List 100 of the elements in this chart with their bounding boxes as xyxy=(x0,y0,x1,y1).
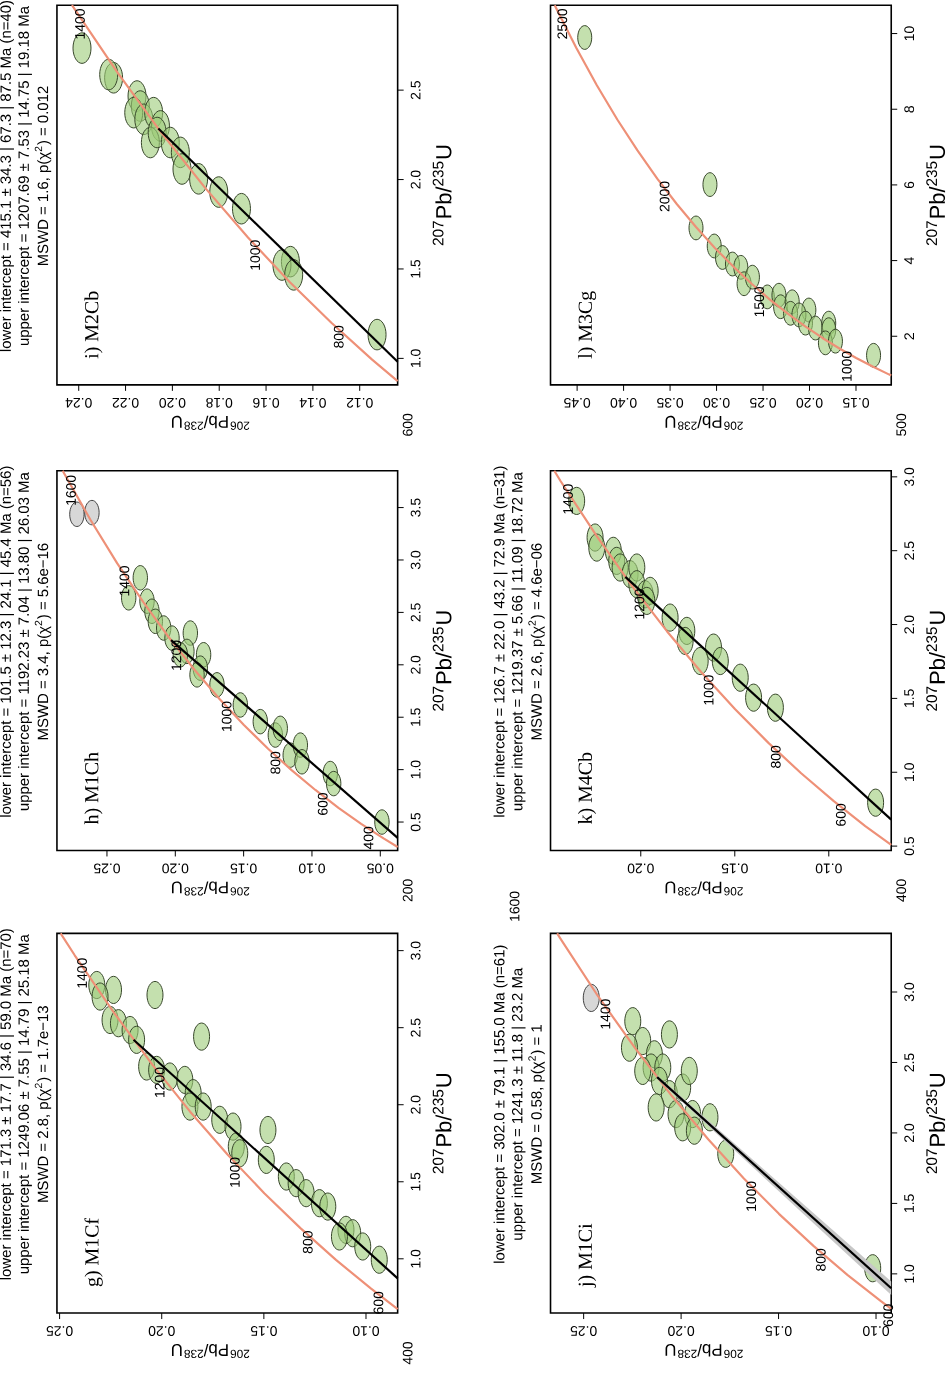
text: lower intercept = 171.3 ± 17.7 | 34.6 | 59.0 Ma (n=70) xyxy=(0,929,15,1280)
annotation: 1000 xyxy=(230,1157,240,1187)
y-tick-label: 3.0 xyxy=(410,941,421,960)
annotation: 600 xyxy=(883,1304,894,1327)
y-axis-title: $^{207}$Pb/$^{235}$U xyxy=(926,1074,946,1174)
text: 400 xyxy=(402,1341,413,1365)
x-tick-label: 0.25 xyxy=(46,1326,73,1336)
text: upper intercept = 1219.37 ± 5.66 | 11.09 | 18.72 Ma xyxy=(511,472,526,811)
x-tick-label: 0.15 xyxy=(251,1326,278,1336)
annotation: 800 xyxy=(302,1231,313,1254)
annotation: 1200 xyxy=(154,1067,165,1097)
annotation: 800 xyxy=(333,325,344,348)
y-tick-label: 1.5 xyxy=(410,1172,421,1191)
annotation: 600 xyxy=(836,803,846,826)
x-tick-label: 0.15 xyxy=(843,397,870,408)
x-tick-label: 0.25 xyxy=(750,397,777,408)
y-tick-label: 0.5 xyxy=(904,837,915,856)
x-tick-label: 0.12 xyxy=(346,397,373,408)
y-axis-title: $^{207}$Pb/$^{235}$U xyxy=(432,611,452,711)
text: upper intercept = 1207.69 ± 7.53 | 14.75 | 19.18 Ma xyxy=(18,6,33,346)
annotation: 1400 xyxy=(75,9,86,39)
line-series xyxy=(61,469,399,849)
y-tick-label: 1.5 xyxy=(904,1194,915,1213)
text: 200 xyxy=(402,879,413,902)
y-tick-label: 2 xyxy=(904,333,915,340)
x-tick-label: 0.10 xyxy=(863,1326,890,1336)
annotation: 600 xyxy=(373,1291,384,1314)
y-tick-label: 2.5 xyxy=(904,541,915,560)
y-tick-label: 2.0 xyxy=(410,170,421,189)
y-tick-label: 3.5 xyxy=(410,498,421,517)
text: i) M2Cb xyxy=(84,291,103,359)
text: j) M1Ci xyxy=(578,1223,597,1288)
annotation: 1400 xyxy=(119,566,130,596)
text: lower intercept = 302.0 ± 79.1 | 155.0 Ma (n=61) xyxy=(493,945,508,1263)
annotation: 1400 xyxy=(600,999,611,1029)
text: upper intercept = 1192.23 ± 7.04 | 13.80 | 26.03 Ma xyxy=(18,472,33,811)
annotation: 1000 xyxy=(746,1181,757,1211)
text: MSWD = 0.58, p(χ$^{2}$) = 1 xyxy=(528,1025,545,1183)
annotation: 800 xyxy=(270,751,281,774)
x-tick-label: 0.30 xyxy=(703,397,730,408)
text: lower intercept = 101.5 ± 12.3 | 24.1 | 45.4 Ma (n=56) xyxy=(0,466,15,817)
text: lower intercept = 415.1 ± 34.3 | 67.3 | 87.5 Ma (n=40) xyxy=(0,0,15,352)
x-axis-title: $^{206}$Pb/$^{238}$U xyxy=(665,415,743,430)
x-tick-label: 0.10 xyxy=(299,863,326,874)
y-tick-label: 6 xyxy=(904,181,915,189)
x-axis-title: $^{206}$Pb/$^{238}$U xyxy=(665,1344,743,1359)
y-tick-label: 2.5 xyxy=(410,603,421,622)
y-tick-label: 2.5 xyxy=(410,81,421,100)
y-tick-label: 1.5 xyxy=(410,708,421,726)
text: k) M4Cb xyxy=(578,752,597,825)
text: 1600 xyxy=(509,891,520,921)
annotation: 1000 xyxy=(250,240,261,270)
text: 400 xyxy=(896,879,907,902)
y-tick-label: 2.0 xyxy=(410,1095,421,1114)
text: l) M3Cg xyxy=(578,291,597,359)
annotation: 1000 xyxy=(842,351,852,381)
annotation: 800 xyxy=(816,1248,826,1271)
x-axis-title: $^{206}$Pb/$^{238}$U xyxy=(172,881,250,896)
x-axis-title: $^{206}$Pb/$^{238}$U xyxy=(172,1344,250,1359)
x-tick-label: 0.25 xyxy=(570,1326,597,1336)
text: upper intercept = 1241.3 ± 11.8 | 23.2 Ma xyxy=(511,967,526,1240)
y-axis-title: $^{207}$Pb/$^{235}$U xyxy=(926,145,946,246)
text: 600 xyxy=(402,413,413,436)
x-tick-label: 0.20 xyxy=(796,397,823,408)
y-tick-label: 2.5 xyxy=(410,1018,421,1037)
x-tick-label: 0.20 xyxy=(148,1326,175,1336)
x-tick-label: 0.22 xyxy=(112,397,139,408)
text: MSWD = 3.4, p(χ$^{2}$) = 5.6e−16 xyxy=(34,543,52,740)
x-tick-label: 0.24 xyxy=(65,397,92,408)
annotation: 1400 xyxy=(563,484,574,514)
annotation: 1000 xyxy=(221,701,232,732)
x-tick-label: 0.16 xyxy=(253,397,280,408)
x-tick-label: 0.15 xyxy=(230,863,257,874)
x-tick-label: 0.05 xyxy=(367,863,394,874)
x-tick-label: 0.35 xyxy=(657,397,684,408)
text: g) M1Cf xyxy=(84,1217,103,1287)
x-tick-label: 0.45 xyxy=(564,397,591,408)
y-tick-label: 1.0 xyxy=(410,760,421,779)
annotation: 2000 xyxy=(659,181,670,212)
annotation: 600 xyxy=(317,792,328,815)
y-tick-label: 3.0 xyxy=(904,467,915,486)
y-tick-label: 4 xyxy=(904,257,914,265)
y-tick-label: 1.0 xyxy=(410,349,421,368)
y-tick-label: 1.0 xyxy=(410,1249,421,1268)
x-axis-title: $^{206}$Pb/$^{238}$U xyxy=(665,881,743,896)
y-tick-label: 2.0 xyxy=(904,615,915,634)
x-tick-label: 0.15 xyxy=(765,1326,792,1336)
y-tick-label: 3.0 xyxy=(904,982,915,1002)
x-tick-label: 0.20 xyxy=(159,397,186,408)
x-tick-label: 0.15 xyxy=(721,863,748,874)
y-tick-label: 1.0 xyxy=(904,763,915,781)
y-tick-label: 0.5 xyxy=(410,812,421,832)
text: 500 xyxy=(896,413,907,436)
x-tick-label: 0.25 xyxy=(94,863,121,874)
annotation: 1600 xyxy=(66,475,77,505)
annotation: 1000 xyxy=(703,675,714,705)
x-tick-label: 0.20 xyxy=(162,863,189,874)
y-tick-label: 2.5 xyxy=(904,1053,915,1072)
annotation: 400 xyxy=(363,826,374,850)
x-tick-label: 0.10 xyxy=(353,1326,380,1336)
